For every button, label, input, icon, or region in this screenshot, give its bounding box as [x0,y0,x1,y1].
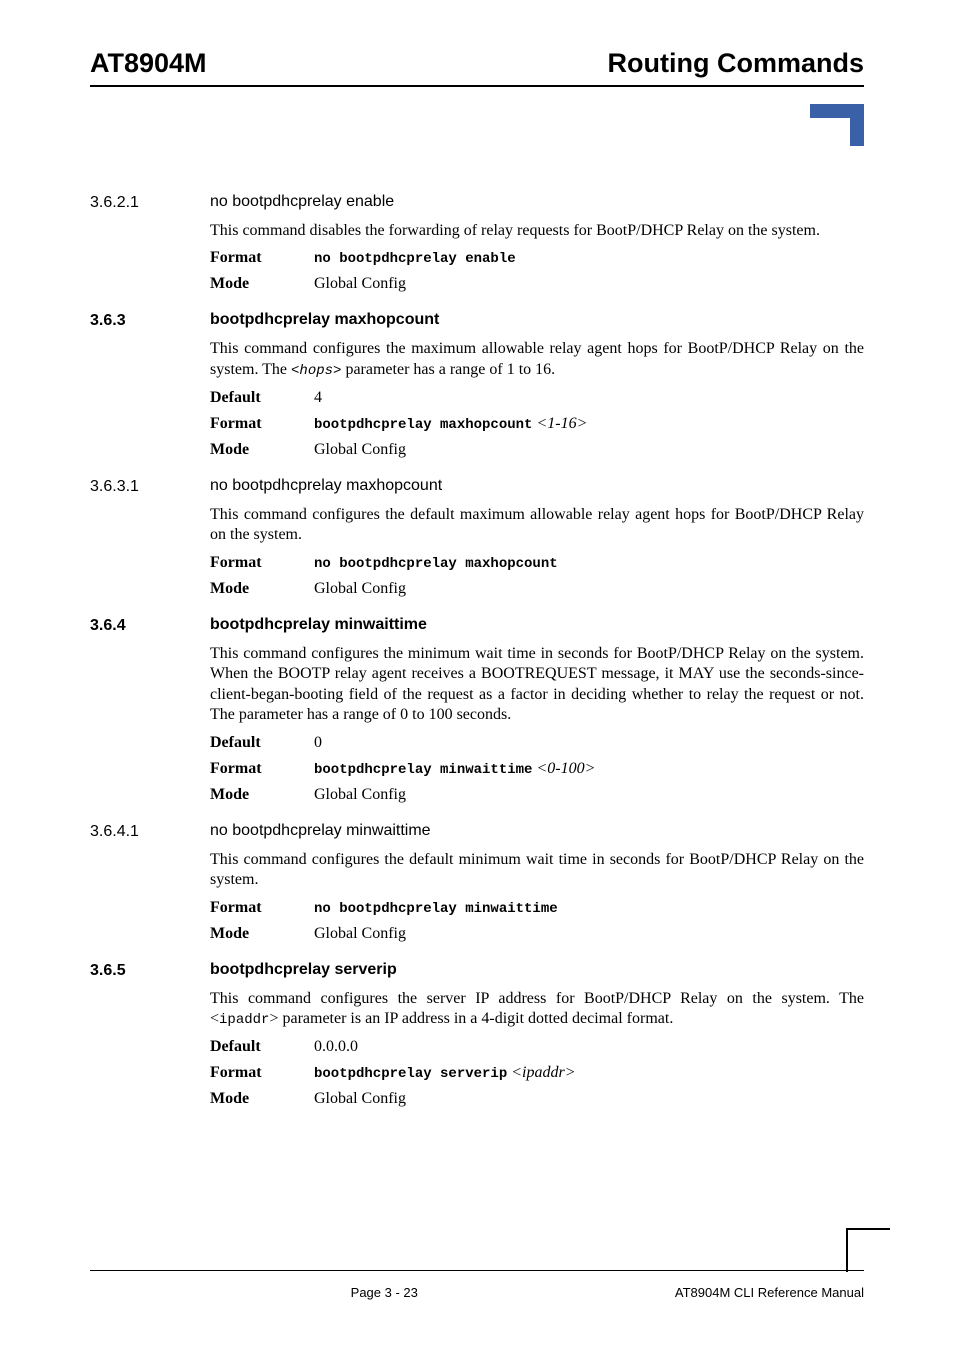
kv-value: 0 [314,734,864,752]
kv-value: no bootpdhcprelay enable [314,249,864,267]
section: 3.6.3.1no bootpdhcprelay maxhopcountThis… [90,477,864,598]
section-number: 3.6.2.1 [90,193,210,293]
kv-value: Global Config [314,441,864,459]
kv-key: Default [210,734,314,752]
kv-value: Global Config [314,580,864,598]
kv-row: Formatbootpdhcprelay serverip <ipaddr> [210,1064,864,1082]
kv-value: Global Config [314,925,864,943]
kv-value: no bootpdhcprelay minwaittime [314,899,864,917]
section-body: no bootpdhcprelay minwaittime This comman… [210,822,864,943]
section: 3.6.2.1no bootpdhcprelay enableThis comm… [90,193,864,293]
header-left: AT8904M [90,48,207,79]
section-title: bootpdhcprelay minwaittime [210,616,864,634]
kv-key: Mode [210,1090,314,1108]
page: AT8904M Routing Commands 3.6.2.1no bootp… [0,0,954,1350]
kv-row: Default4 [210,389,864,407]
content-area: 3.6.2.1no bootpdhcprelay enableThis comm… [90,87,864,1108]
kv-key: Mode [210,925,314,943]
kv-key: Format [210,554,314,572]
kv-value: 4 [314,389,864,407]
kv-key: Mode [210,441,314,459]
crop-mark-h [846,1228,890,1230]
section: 3.6.5bootpdhcprelay serverip This command… [90,961,864,1108]
kv-value: no bootpdhcprelay maxhopcount [314,554,864,572]
kv-row: ModeGlobal Config [210,1090,864,1108]
section-body: bootpdhcprelay minwaittime This command c… [210,616,864,804]
kv-row: ModeGlobal Config [210,925,864,943]
footer-manual: AT8904M CLI Reference Manual [675,1285,864,1300]
section-number: 3.6.3 [90,311,210,458]
kv-key: Format [210,1064,314,1082]
kv-value: bootpdhcprelay maxhopcount <1-16> [314,415,864,433]
section-number: 3.6.4 [90,616,210,804]
section-description: This command configures the server IP ad… [210,989,864,1030]
kv-value: Global Config [314,786,864,804]
kv-row: ModeGlobal Config [210,580,864,598]
page-header: AT8904M Routing Commands [90,48,864,87]
section-title: no bootpdhcprelay maxhopcount [210,477,864,495]
kv-row: Formatno bootpdhcprelay enable [210,249,864,267]
corner-bar-v [850,104,864,146]
kv-row: ModeGlobal Config [210,275,864,293]
section-title: bootpdhcprelay maxhopcount [210,311,864,329]
section: 3.6.4.1no bootpdhcprelay minwaittimeThis… [90,822,864,943]
kv-row: Formatno bootpdhcprelay minwaittime [210,899,864,917]
corner-decoration [810,104,864,146]
kv-value: Global Config [314,275,864,293]
section: 3.6.3bootpdhcprelay maxhopcount This comm… [90,311,864,458]
section-number: 3.6.5 [90,961,210,1108]
section-description: This command disables the forwarding of … [210,221,864,241]
kv-key: Format [210,249,314,267]
kv-row: ModeGlobal Config [210,441,864,459]
kv-row: ModeGlobal Config [210,786,864,804]
section-description: This command configures the maximum allo… [210,339,864,380]
kv-key: Default [210,1038,314,1056]
kv-row: Default0.0.0.0 [210,1038,864,1056]
kv-key: Format [210,899,314,917]
kv-key: Mode [210,275,314,293]
footer-page: Page 3 - 23 [351,1285,418,1300]
kv-value: Global Config [314,1090,864,1108]
crop-mark-v [846,1228,848,1272]
kv-value: 0.0.0.0 [314,1038,864,1056]
header-right: Routing Commands [608,48,865,79]
section-description: This command configures the default mini… [210,850,864,891]
kv-value: bootpdhcprelay serverip <ipaddr> [314,1064,864,1082]
kv-key: Default [210,389,314,407]
kv-row: Formatbootpdhcprelay maxhopcount <1-16> [210,415,864,433]
section: 3.6.4bootpdhcprelay minwaittime This comm… [90,616,864,804]
page-footer: . Page 3 - 23 AT8904M CLI Reference Manu… [90,1270,864,1300]
section-body: bootpdhcprelay serverip This command conf… [210,961,864,1108]
section-title: no bootpdhcprelay minwaittime [210,822,864,840]
section-number: 3.6.4.1 [90,822,210,943]
kv-key: Format [210,415,314,433]
section-body: no bootpdhcprelay enable This command dis… [210,193,864,293]
kv-key: Mode [210,580,314,598]
kv-row: Formatno bootpdhcprelay maxhopcount [210,554,864,572]
kv-value: bootpdhcprelay minwaittime <0-100> [314,760,864,778]
kv-key: Format [210,760,314,778]
section-description: This command configures the minimum wait… [210,644,864,726]
kv-row: Formatbootpdhcprelay minwaittime <0-100> [210,760,864,778]
kv-key: Mode [210,786,314,804]
section-number: 3.6.3.1 [90,477,210,598]
section-body: no bootpdhcprelay maxhopcount This comman… [210,477,864,598]
section-title: bootpdhcprelay serverip [210,961,864,979]
kv-row: Default0 [210,734,864,752]
section-body: bootpdhcprelay maxhopcount This command c… [210,311,864,458]
section-description: This command configures the default maxi… [210,505,864,546]
section-title: no bootpdhcprelay enable [210,193,864,211]
